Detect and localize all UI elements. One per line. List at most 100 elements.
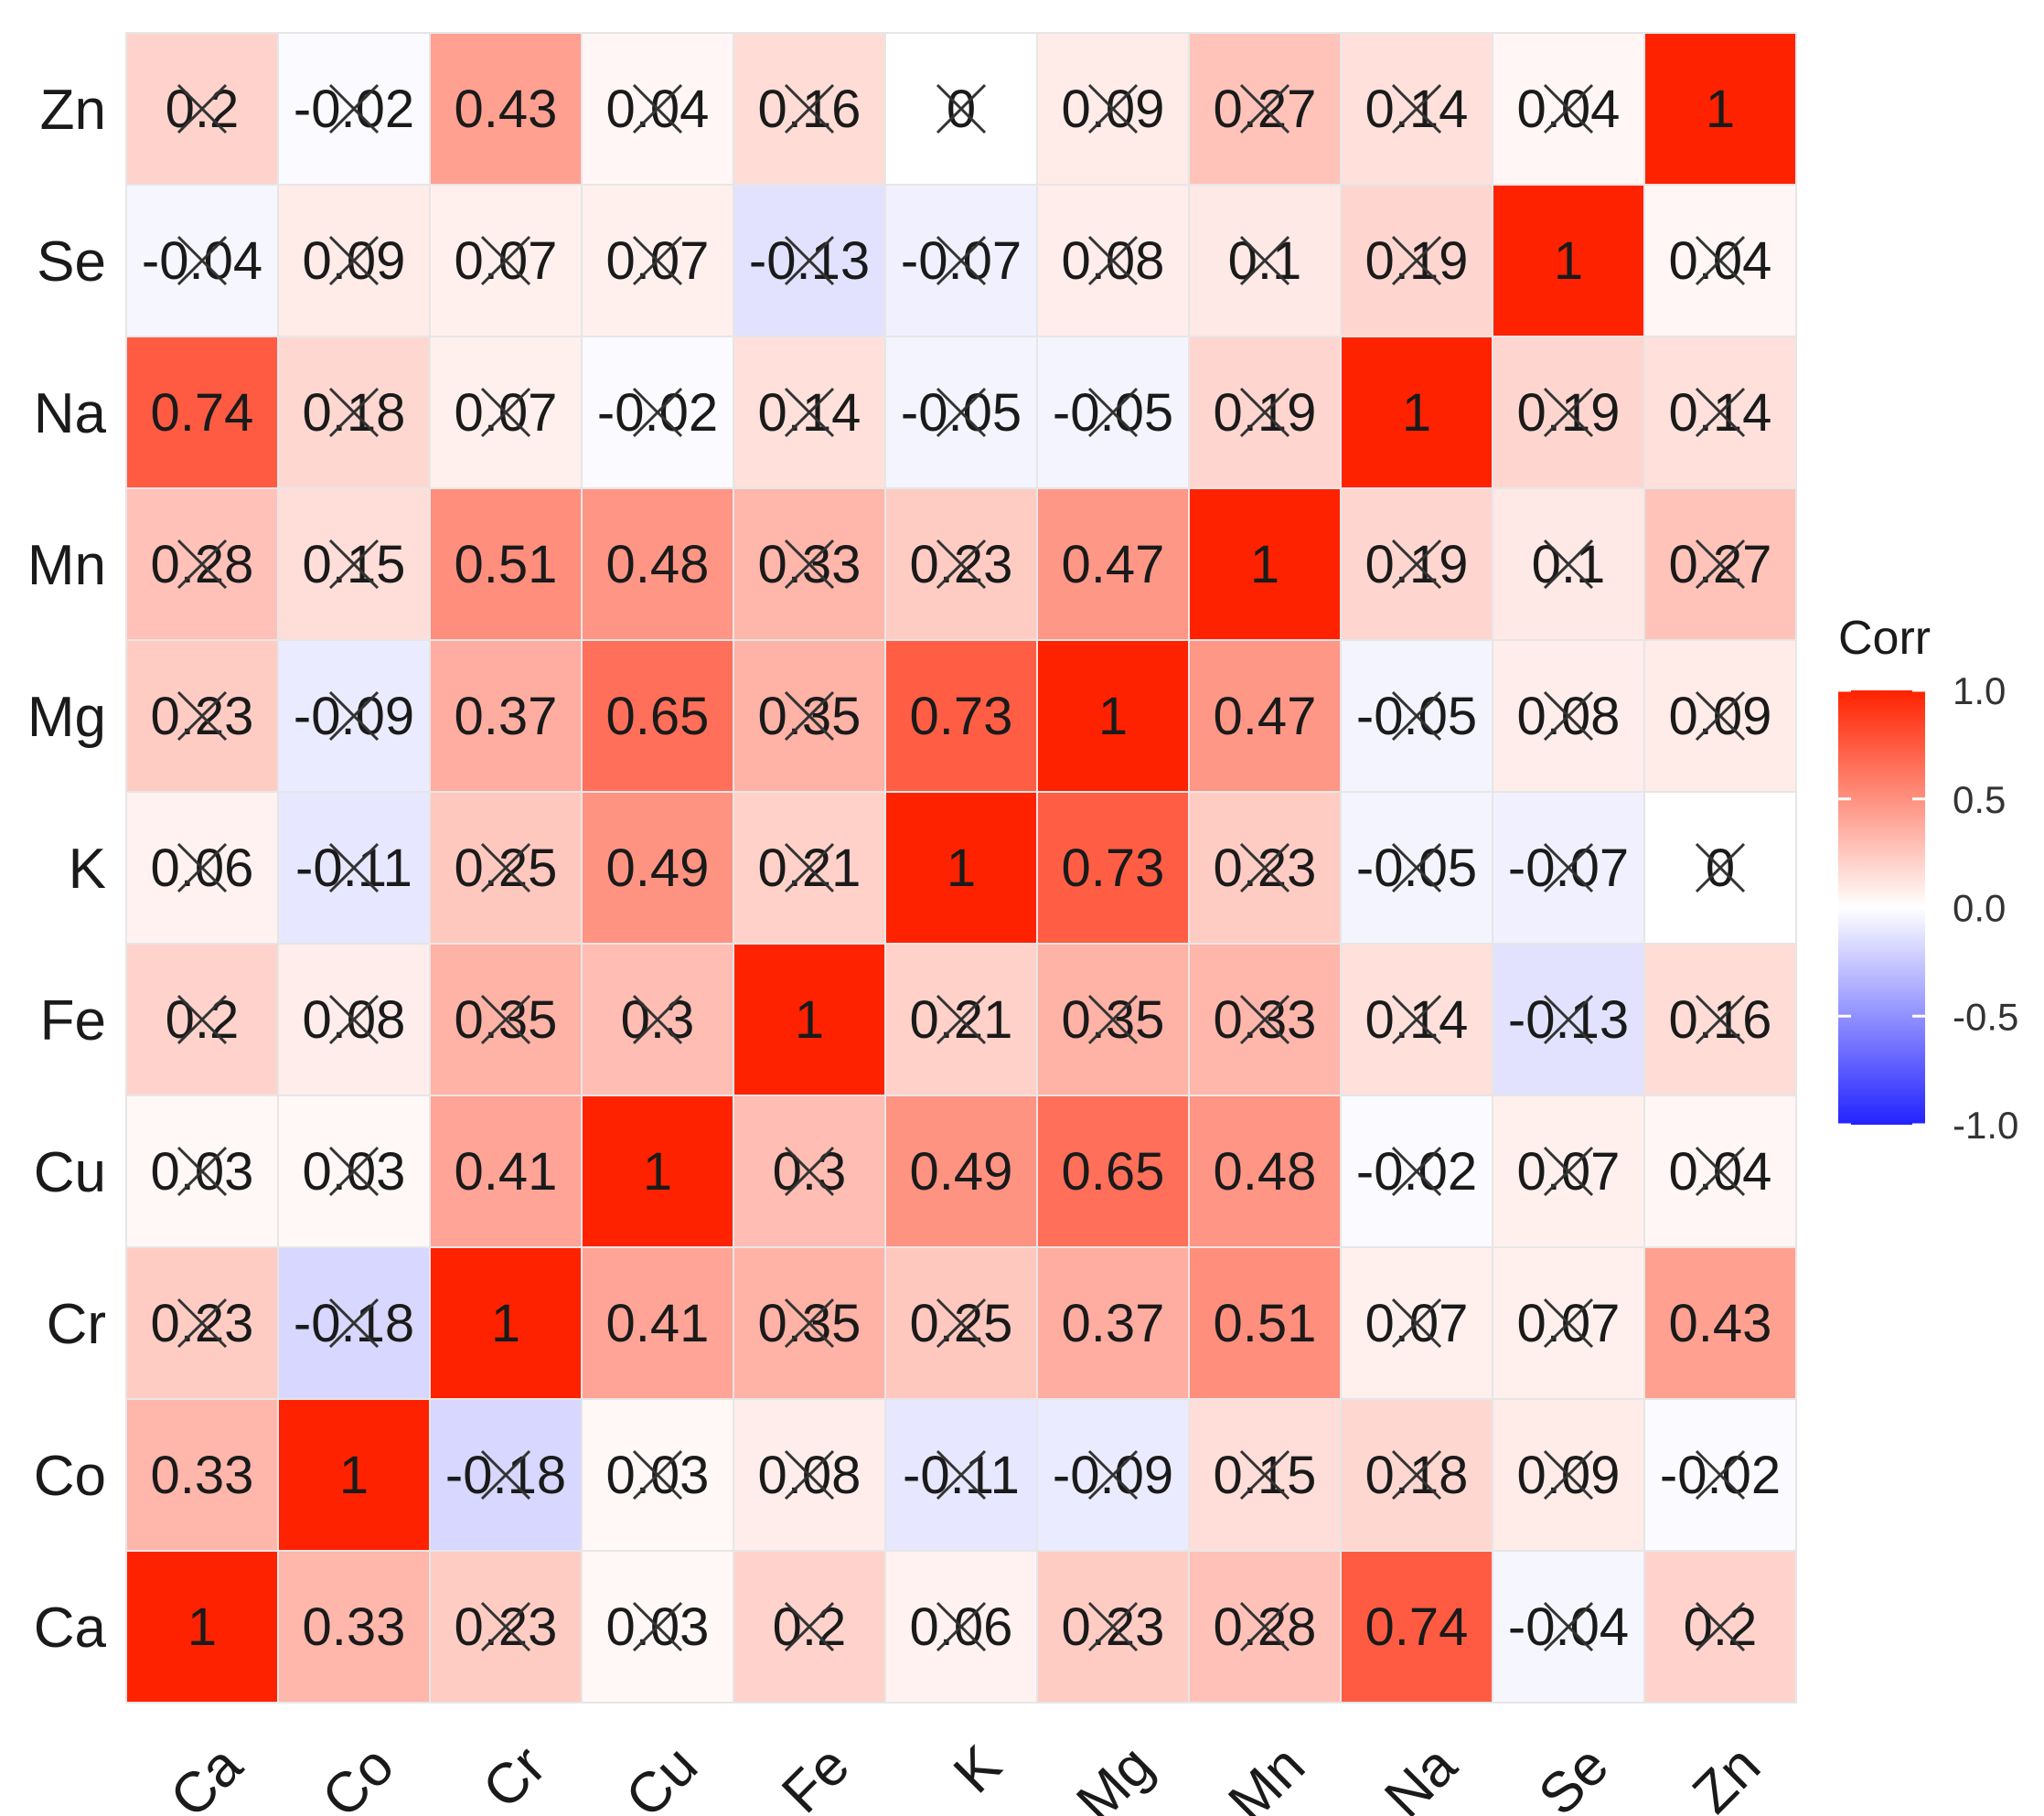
heatmap-cell: 0.06 [884,1550,1038,1704]
heatmap-cell: 0.27 [1188,32,1342,186]
insignificant-cross-mark [1391,83,1442,134]
heatmap-cell: 0.04 [1643,1095,1797,1248]
heatmap-cell: -0.18 [277,1246,431,1400]
heatmap-cell: 0.16 [1643,943,1797,1096]
heatmap-cell: 0.04 [1643,184,1797,337]
heatmap-cell: -0.07 [1492,791,1645,945]
cell-value-label: 0.43 [1669,1294,1772,1353]
insignificant-cross-mark [784,842,835,893]
heatmap-cell: 0 [884,32,1038,186]
insignificant-cross-mark [1543,387,1594,438]
y-tick-label: Mg [27,686,106,749]
cell-value-label: 0.47 [1062,535,1165,594]
heatmap-cell: 0.19 [1340,184,1493,337]
heatmap-cell: 0.2 [125,943,279,1096]
cell-value-label: 0.43 [455,80,558,139]
heatmap-cell: 0.43 [429,32,583,186]
y-tick-label: Ca [34,1597,107,1660]
cell-value-label: 1 [1402,383,1431,443]
heatmap-cell: -0.13 [1492,943,1645,1096]
heatmap-cell: 0.1 [1188,184,1342,337]
heatmap-cell: 0.2 [1643,1550,1797,1704]
heatmap-cell: -0.11 [277,791,431,945]
cell-value-label: 0.65 [1062,1142,1165,1202]
insignificant-cross-mark [784,387,835,438]
heatmap-cell: 0.47 [1036,487,1190,641]
heatmap-cell: 0.14 [1340,32,1493,186]
heatmap-cell: 0.23 [125,1246,279,1400]
insignificant-cross-mark [1087,83,1139,134]
insignificant-cross-mark [1543,1146,1594,1197]
cell-value-label: 0.65 [606,687,710,746]
y-tick-label: Cu [34,1141,106,1204]
insignificant-cross-mark [1391,842,1442,893]
heatmap-cell: 1 [581,1095,734,1248]
heatmap-cell-fill [1643,1246,1797,1400]
heatmap-cell: 0.08 [1036,184,1190,337]
cell-value-label: 0.49 [606,839,710,898]
insignificant-cross-mark [1391,690,1442,742]
cell-value-label: 1 [947,839,976,898]
heatmap-cell-fill [1036,487,1190,641]
insignificant-cross-mark [1695,1146,1746,1197]
insignificant-cross-mark [328,994,380,1045]
heatmap-cell: -0.07 [884,184,1038,337]
heatmap-cell: 0.25 [429,791,583,945]
heatmap-cell: -0.02 [1643,1398,1797,1552]
heatmap-cell: 0.37 [429,639,583,793]
heatmap-cell: 0.28 [125,487,279,641]
heatmap-cell: -0.05 [1340,791,1493,945]
heatmap-cell: 0.19 [1188,336,1342,489]
heatmap-cell: 0.33 [277,1550,431,1704]
heatmap-cell: 0.2 [125,32,279,186]
insignificant-cross-mark [177,235,228,286]
insignificant-cross-mark [936,1298,987,1349]
insignificant-cross-mark [480,842,531,893]
insignificant-cross-mark [1391,1298,1442,1349]
insignificant-cross-mark [1695,690,1746,742]
insignificant-cross-mark [328,539,380,590]
insignificant-cross-mark [936,235,987,286]
heatmap-cell: 0.08 [277,943,431,1096]
heatmap-cell: -0.11 [884,1398,1038,1552]
y-tick-label: Cr [47,1293,106,1356]
cell-value-label: 0.73 [1062,839,1165,898]
insignificant-cross-mark [1543,539,1594,590]
heatmap-cell: 0.48 [581,487,734,641]
insignificant-cross-mark [1239,235,1290,286]
insignificant-cross-mark [936,1449,987,1501]
heatmap-cell: 0.65 [1036,1095,1190,1248]
heatmap-cell: 0.07 [1492,1246,1645,1400]
insignificant-cross-mark [1391,539,1442,590]
cell-value-label: 0.41 [606,1294,710,1353]
insignificant-cross-mark [1543,83,1594,134]
cell-value-label: 1 [1706,80,1735,139]
x-tick-label: K [942,1734,1013,1805]
heatmap-cell: 0.3 [733,1095,886,1248]
x-axis-ticks: Ca Co Cr Cu Fe K Mg Mn Na Se Zn [158,1734,1772,1816]
insignificant-cross-mark [177,83,228,134]
heatmap-cell: 0.07 [1340,1246,1493,1400]
insignificant-cross-mark [1239,1601,1290,1652]
heatmap-cell: -0.02 [581,336,734,489]
heatmap-cell-fill [429,32,583,186]
insignificant-cross-mark [632,1449,683,1501]
insignificant-cross-mark [784,1449,835,1501]
cell-value-label: 0.33 [303,1597,406,1657]
insignificant-cross-mark [936,1601,987,1652]
heatmap-cell: 0.09 [277,184,431,337]
insignificant-cross-mark [1695,387,1746,438]
insignificant-cross-mark [1695,235,1746,286]
insignificant-cross-mark [1391,1146,1442,1197]
x-tick-label: Na [1373,1734,1469,1816]
cell-value-label: 0.51 [1214,1294,1317,1353]
cell-value-label: 1 [491,1294,520,1353]
heatmap-cell-fill [125,336,279,489]
insignificant-cross-mark [784,539,835,590]
insignificant-cross-mark [1695,1601,1746,1652]
heatmap-cell: 1 [1643,32,1797,186]
heatmap-cell: -0.05 [884,336,1038,489]
insignificant-cross-mark [1543,842,1594,893]
heatmap-cell-fill [1188,1095,1342,1248]
heatmap-cell-fill [1036,943,1190,1096]
